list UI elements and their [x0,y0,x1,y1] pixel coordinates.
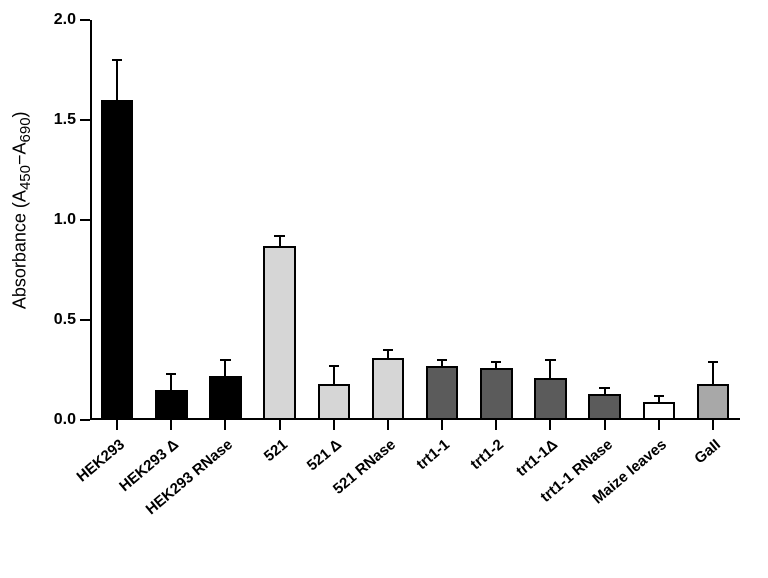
bar [643,402,676,420]
error-cap [437,359,447,361]
error-cap [329,365,339,367]
bar [697,384,730,420]
x-tick [170,420,172,430]
error-cap [654,395,664,397]
error-bar [549,360,551,378]
error-bar [170,374,172,390]
x-tick [658,420,660,430]
error-cap [274,235,284,237]
ylabel-sub2: 690 [17,117,34,142]
y-tick-label: 1.5 [54,111,90,129]
error-cap [112,59,122,61]
x-tick [279,420,281,430]
x-tick [333,420,335,430]
error-bar [712,362,714,384]
x-tick [712,420,714,430]
ylabel-part1: Absorbance (A [10,190,30,309]
error-bar [224,360,226,376]
bar [480,368,513,420]
bar [101,100,134,420]
error-bar [116,60,118,100]
x-tick [224,420,226,430]
ylabel-close: ) [10,111,30,117]
error-bar [387,350,389,358]
y-axis [90,20,92,420]
y-tick-label: 1.0 [54,211,90,229]
bar [209,376,242,420]
ylabel-sub1: 450 [17,165,34,190]
error-bar [333,366,335,384]
bar [318,384,351,420]
x-tick [549,420,551,430]
bar [588,394,621,420]
bar [534,378,567,420]
y-tick-label: 2.0 [54,11,90,29]
x-tick [495,420,497,430]
bar [426,366,459,420]
error-cap [545,359,555,361]
y-tick-label: 0.5 [54,311,90,329]
y-tick-label: 0.0 [54,411,90,429]
bar-chart: Absorbance (A450−A690) 0.00.51.01.52.0HE… [0,0,768,570]
plot-area: 0.00.51.01.52.0HEK293HEK293 ΔHEK293 RNas… [90,20,740,420]
error-cap [708,361,718,363]
bar [263,246,296,420]
x-tick [116,420,118,430]
error-cap [220,359,230,361]
error-cap [599,387,609,389]
error-cap [383,349,393,351]
error-bar [279,236,281,246]
error-cap [491,361,501,363]
x-tick [441,420,443,430]
error-cap [166,373,176,375]
ylabel-dash: −A [10,142,30,165]
bar [372,358,405,420]
bar [155,390,188,420]
x-tick [387,420,389,430]
x-tick [604,420,606,430]
y-axis-label: Absorbance (A450−A690) [12,0,32,420]
